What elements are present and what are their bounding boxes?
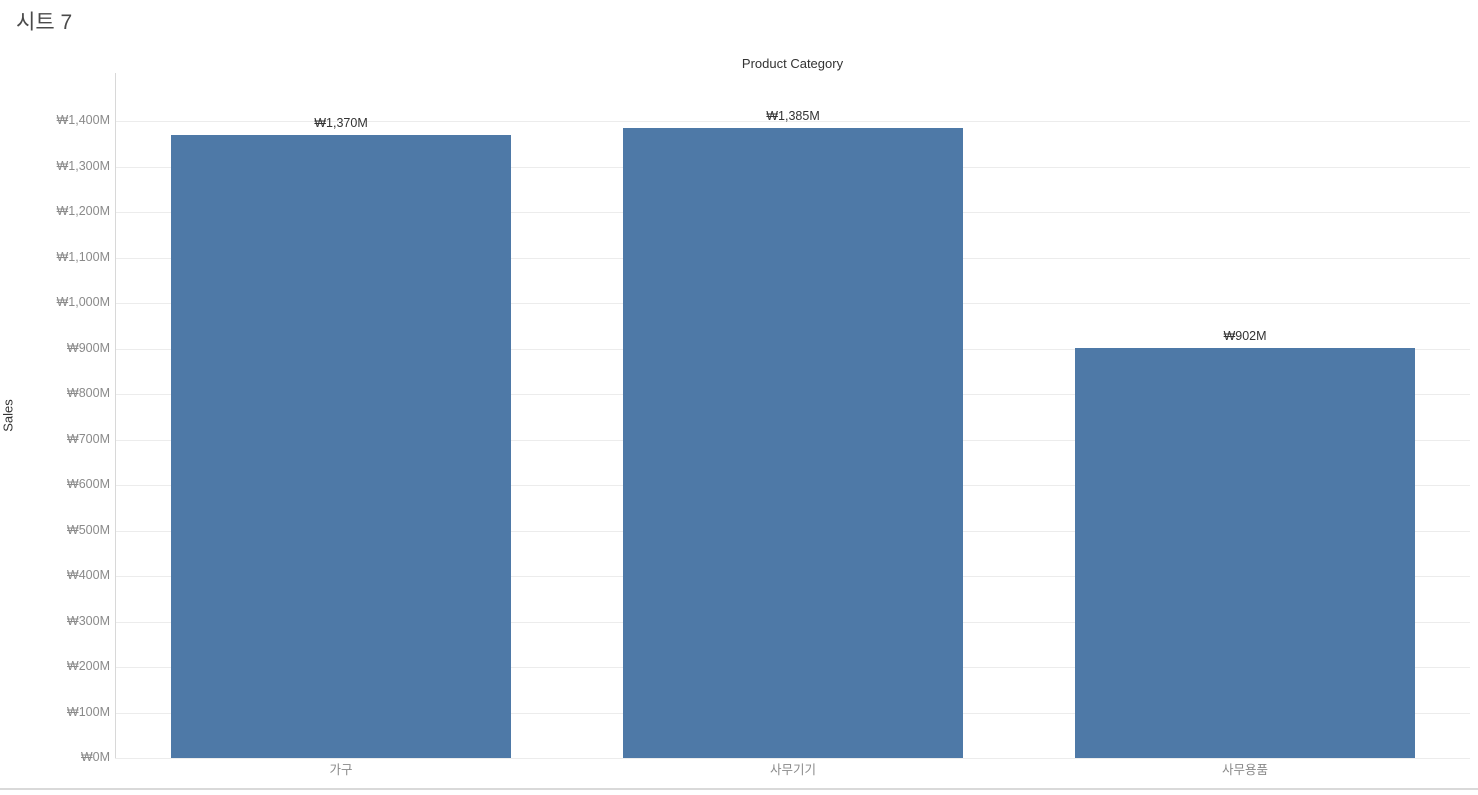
bar-value-label: ₩1,370M xyxy=(314,115,368,130)
category-label-사무기기[interactable]: 사무기기 xyxy=(769,763,816,777)
gridline xyxy=(115,121,1470,122)
y-axis-line xyxy=(115,73,116,758)
y-tick-label: ₩1,300M xyxy=(56,158,111,173)
category-label-가구[interactable]: 가구 xyxy=(329,763,353,777)
y-tick-label: ₩900M xyxy=(66,340,110,355)
y-tick-label: ₩100M xyxy=(66,704,110,719)
y-tick-label: ₩300M xyxy=(66,613,110,628)
category-label-사무용품[interactable]: 사무용품 xyxy=(1221,763,1268,777)
y-tick-label: ₩0M xyxy=(80,750,110,764)
y-tick-label: ₩700M xyxy=(66,431,110,446)
bar-사무용품[interactable] xyxy=(1075,347,1415,758)
gridline xyxy=(115,758,1470,759)
y-tick-label: ₩1,400M xyxy=(56,113,111,127)
y-tick-label: ₩200M xyxy=(66,659,110,673)
y-tick-label: ₩800M xyxy=(66,386,110,400)
y-tick-label: ₩400M xyxy=(66,568,110,582)
bar-value-label: ₩902M xyxy=(1223,328,1267,343)
sheet-title: 시트 7 xyxy=(16,11,73,34)
y-tick-label: ₩1,000M xyxy=(56,295,111,309)
bar-가구[interactable] xyxy=(171,134,511,758)
bar-사무기기[interactable] xyxy=(623,127,963,758)
y-tick-label: ₩500M xyxy=(66,522,110,537)
y-tick-label: ₩1,100M xyxy=(56,249,111,264)
y-tick-label: ₩1,200M xyxy=(56,204,111,218)
bottom-divider xyxy=(0,788,1478,790)
column-header-product-category: Product Category xyxy=(741,56,844,71)
bar-value-label: ₩1,385M xyxy=(766,108,820,123)
y-tick-label: ₩600M xyxy=(66,477,110,491)
